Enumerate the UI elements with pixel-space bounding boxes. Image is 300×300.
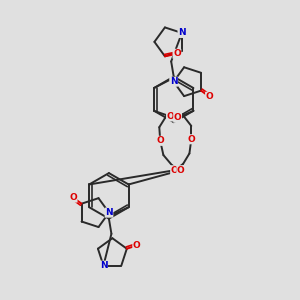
Text: N: N — [170, 77, 177, 86]
Text: O: O — [173, 49, 181, 58]
Text: O: O — [174, 113, 182, 122]
Text: O: O — [188, 135, 195, 144]
Text: N: N — [105, 208, 113, 217]
Text: N: N — [100, 261, 107, 270]
Text: O: O — [177, 166, 185, 175]
Text: O: O — [206, 92, 213, 101]
Text: O: O — [156, 136, 164, 145]
Text: O: O — [167, 112, 174, 121]
Text: O: O — [133, 241, 141, 250]
Text: N: N — [178, 28, 186, 38]
Text: O: O — [171, 166, 178, 175]
Text: O: O — [69, 193, 77, 202]
